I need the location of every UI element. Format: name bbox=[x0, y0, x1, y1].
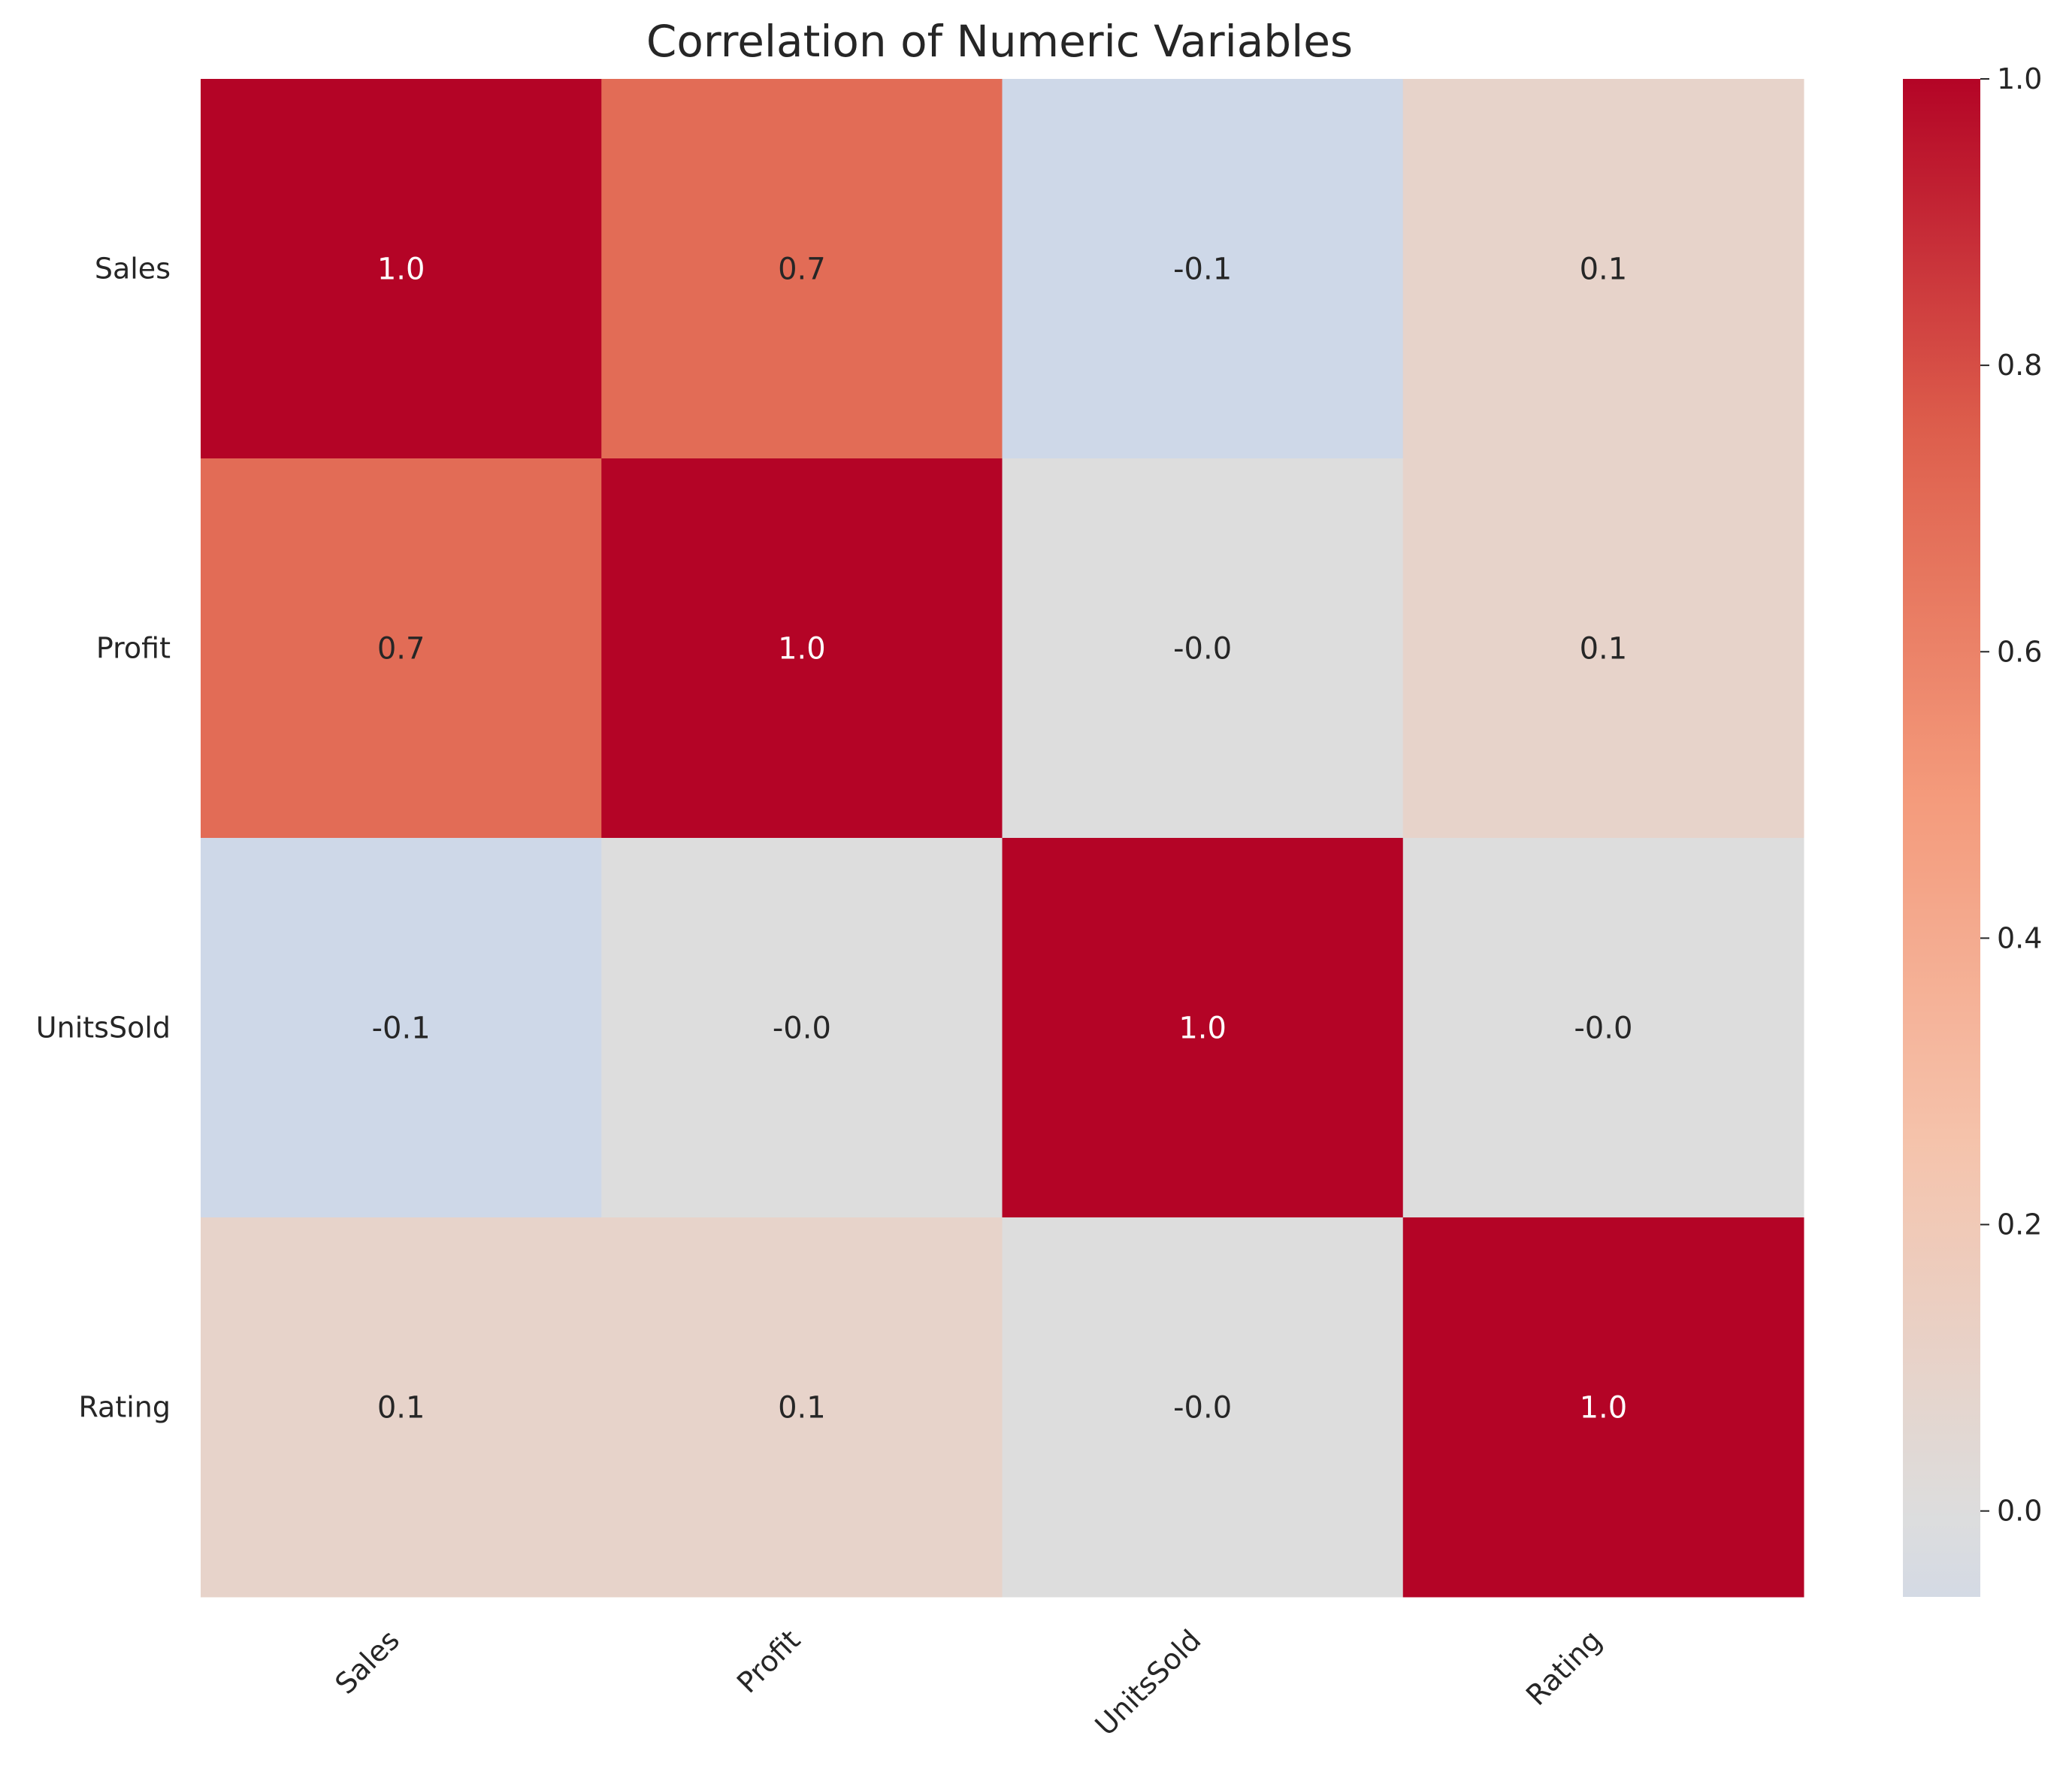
column-labels: Sales Profit UnitsSold Rating bbox=[328, 1623, 1608, 1742]
column-tick-label: UnitsSold bbox=[1089, 1623, 1208, 1742]
colorbar-tick-label: 1.0 bbox=[1997, 62, 2042, 95]
heatmap-cell bbox=[1402, 458, 1804, 839]
heatmap-cell bbox=[601, 838, 1003, 1218]
cell-value-label: 1.0 bbox=[377, 252, 425, 287]
row-tick-label: Profit bbox=[96, 632, 171, 665]
cell-value-label: 0.7 bbox=[377, 632, 425, 667]
row-tick-label: UnitsSold bbox=[36, 1011, 171, 1045]
heatmap-cell bbox=[601, 79, 1003, 459]
heatmap-cells: 1.0 0.7 -0.1 0.1 0.7 1.0 -0.0 0.1 -0.1 -0.0 1.0 -0.… bbox=[201, 79, 1804, 1598]
heatmap-cell bbox=[201, 79, 602, 459]
cell-value-label: 1.0 bbox=[778, 632, 826, 667]
cell-value-label: 1.0 bbox=[1178, 1011, 1227, 1046]
cell-value-label: 0.1 bbox=[1580, 252, 1628, 287]
colorbar: 0.0 0.2 0.4 0.6 0.8 1.0 bbox=[1903, 62, 2042, 1597]
cell-value-label: -0.1 bbox=[1173, 252, 1232, 287]
colorbar-tick-label: 0.0 bbox=[1997, 1495, 2042, 1528]
heatmap-cell bbox=[601, 1217, 1003, 1598]
colorbar-tick-label: 0.2 bbox=[1997, 1208, 2042, 1241]
row-labels: Sales Profit UnitsSold Rating bbox=[36, 252, 171, 1424]
cell-value-label: 1.0 bbox=[1580, 1391, 1628, 1426]
heatmap-cell bbox=[1402, 838, 1804, 1218]
cell-value-label: 0.7 bbox=[778, 252, 826, 287]
heatmap-cell bbox=[201, 1217, 602, 1598]
column-tick-label: Sales bbox=[328, 1623, 406, 1701]
cell-value-label: -0.0 bbox=[773, 1011, 831, 1046]
cell-value-label: -0.1 bbox=[372, 1011, 431, 1046]
cell-value-label: -0.0 bbox=[1173, 1391, 1232, 1426]
cell-value-label: 0.1 bbox=[377, 1391, 425, 1426]
colorbar-tick-label: 0.6 bbox=[1997, 635, 2042, 668]
colorbar-tick-label: 0.8 bbox=[1997, 349, 2042, 382]
heatmap-cell bbox=[1002, 838, 1404, 1218]
column-tick-label: Rating bbox=[1520, 1623, 1608, 1712]
chart-title: Correlation of Numeric Variables bbox=[646, 16, 1353, 67]
cell-value-label: -0.0 bbox=[1173, 632, 1232, 667]
cell-value-label: 0.1 bbox=[778, 1391, 826, 1426]
colorbar-tick-label: 0.4 bbox=[1997, 921, 2042, 954]
heatmap-cell bbox=[1402, 1217, 1804, 1598]
cell-value-label: 0.1 bbox=[1580, 632, 1628, 667]
heatmap-cell bbox=[201, 838, 602, 1218]
row-tick-label: Rating bbox=[78, 1391, 171, 1424]
colorbar-gradient bbox=[1903, 79, 1980, 1597]
heatmap-cell bbox=[1002, 79, 1404, 459]
cell-value-label: -0.0 bbox=[1574, 1011, 1632, 1046]
heatmap-cell bbox=[1002, 1217, 1404, 1598]
heatmap-cell bbox=[601, 458, 1003, 839]
heatmap-cell bbox=[1002, 458, 1404, 839]
column-tick-label: Profit bbox=[730, 1623, 806, 1699]
heatmap-cell bbox=[201, 458, 602, 839]
heatmap-cell bbox=[1402, 79, 1804, 459]
row-tick-label: Sales bbox=[95, 252, 171, 286]
